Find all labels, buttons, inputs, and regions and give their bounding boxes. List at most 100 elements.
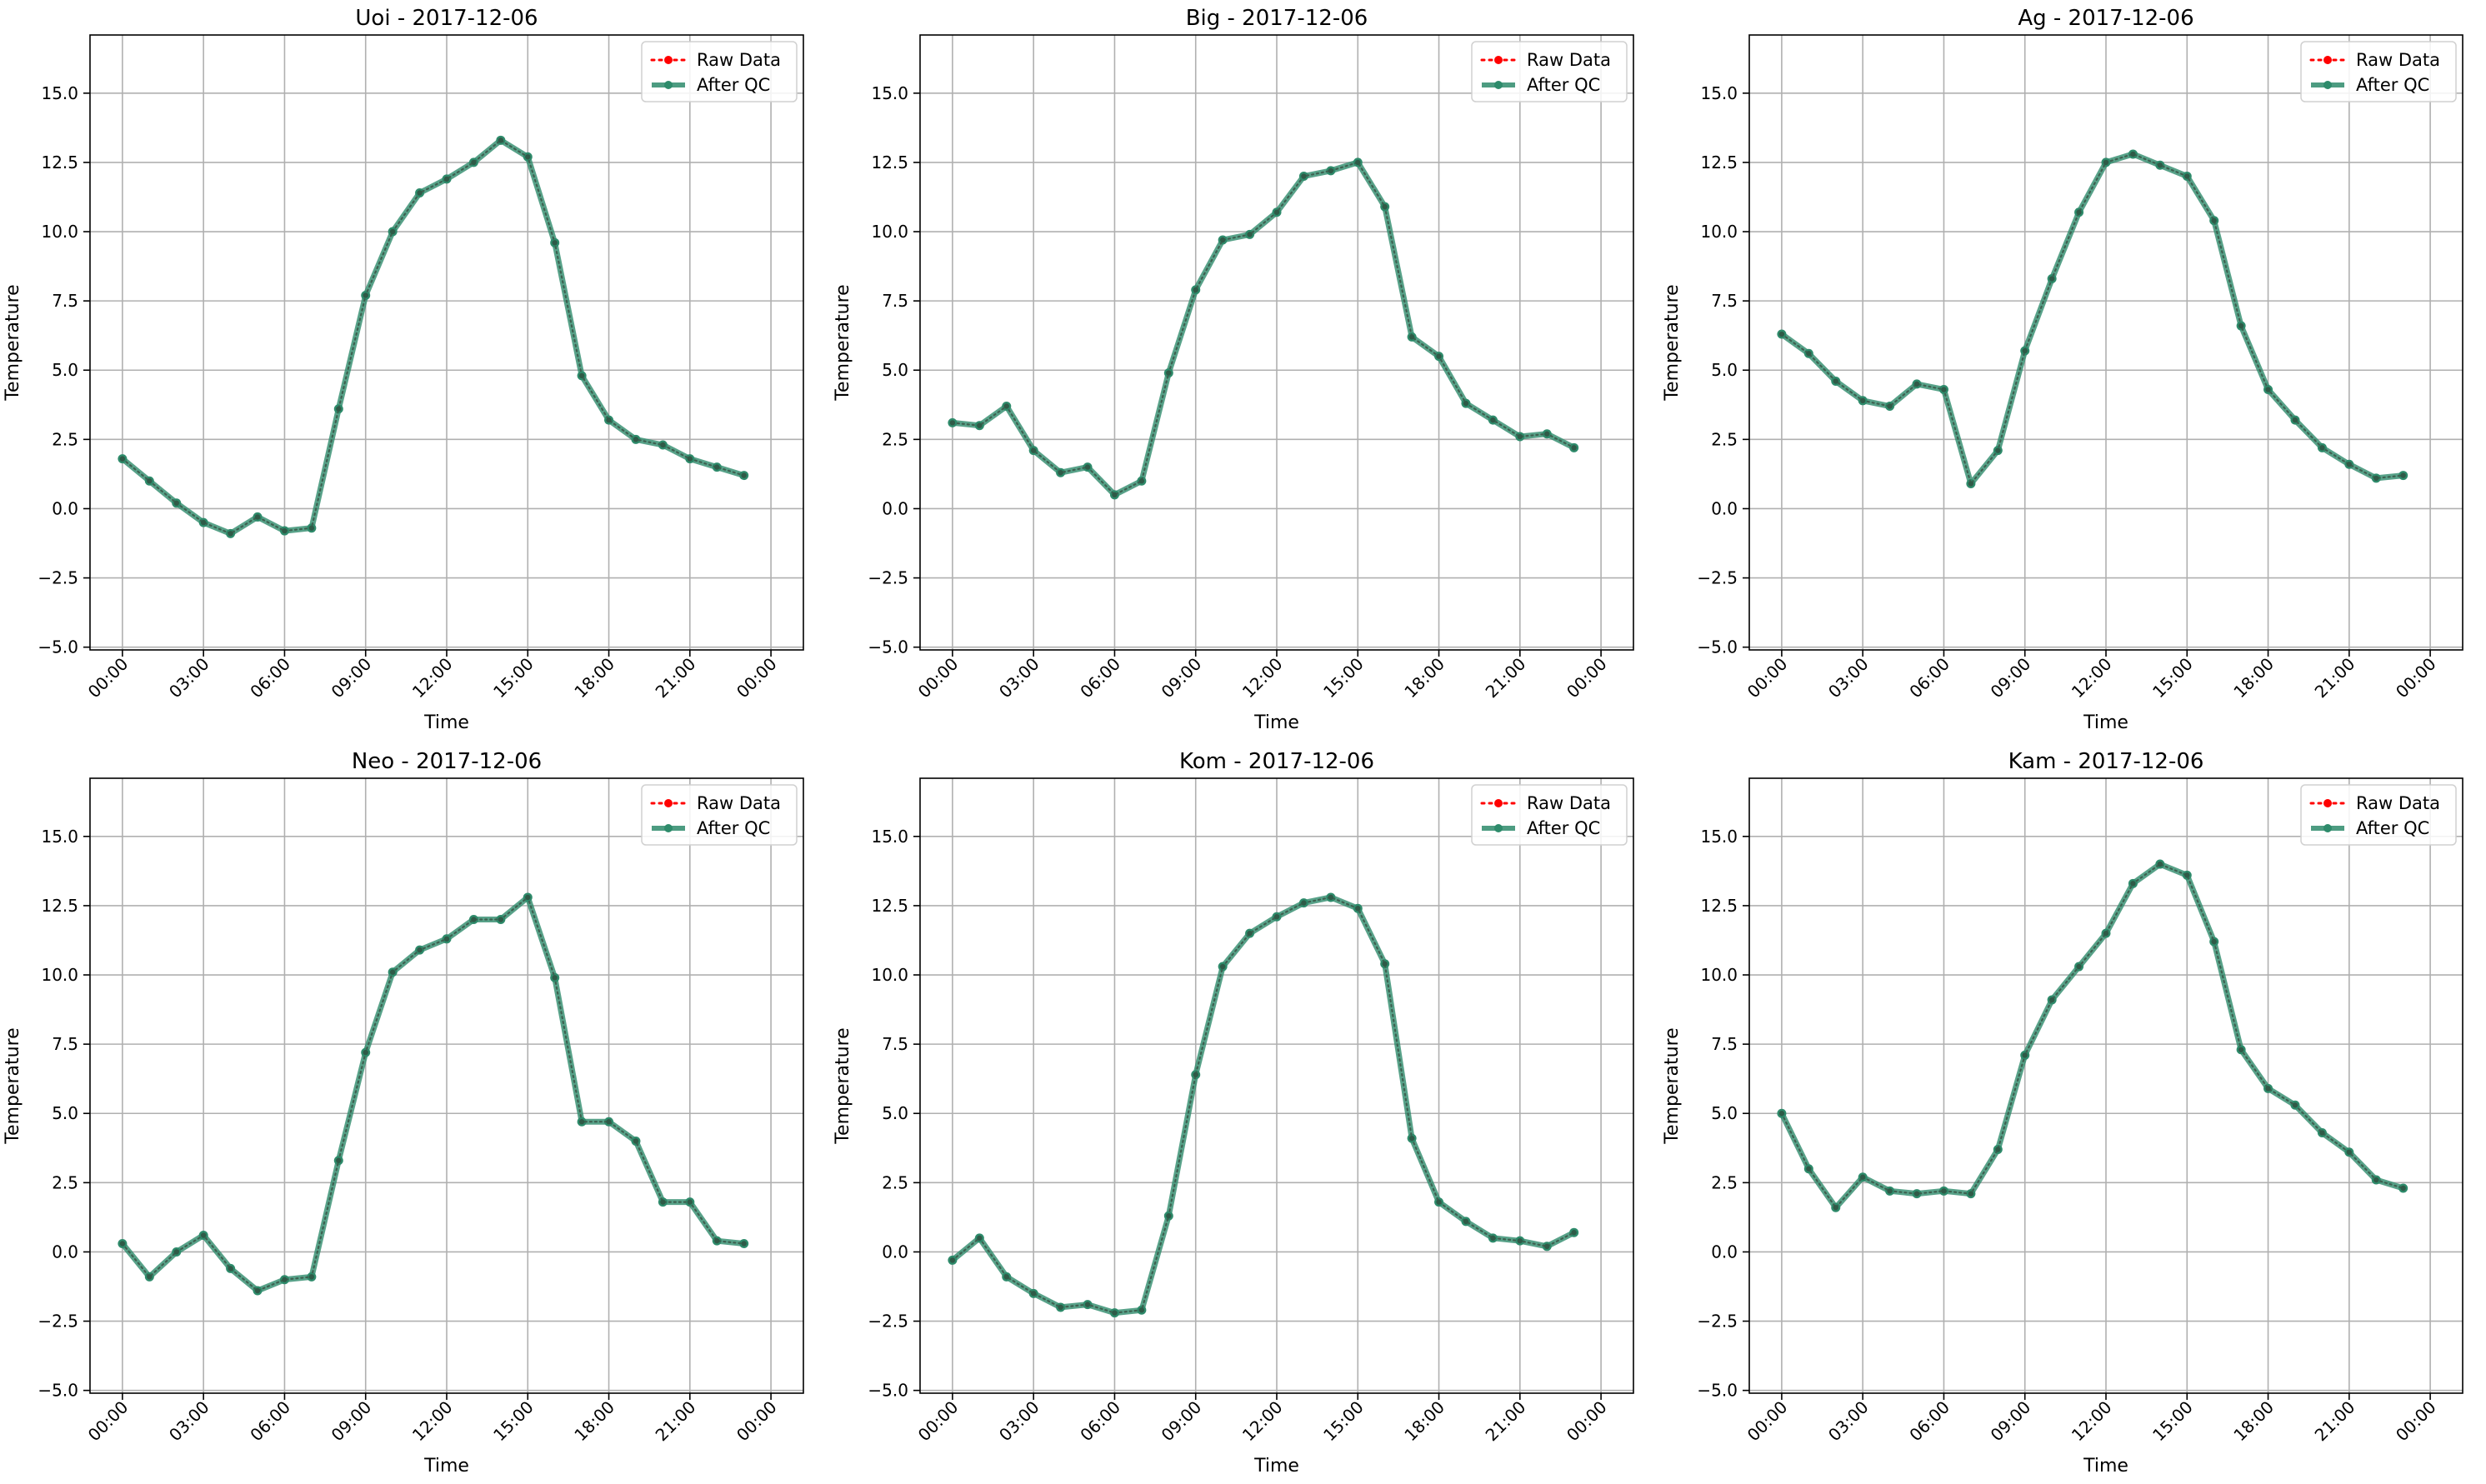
raw-data-point <box>443 936 450 942</box>
y-tick-label: 12.5 <box>1700 896 1738 916</box>
y-tick-label: −2.5 <box>868 1312 908 1332</box>
raw-data-point <box>633 437 639 442</box>
raw-data-point <box>2103 930 2109 937</box>
y-tick-label: 5.0 <box>1711 1103 1738 1123</box>
y-tick-label: 5.0 <box>1711 360 1738 380</box>
axes-frame <box>919 777 1634 1394</box>
legend-qc-label: After QC <box>697 75 770 95</box>
raw-data-point <box>660 442 666 448</box>
raw-data-point <box>1138 1307 1145 1313</box>
raw-data-point <box>2184 872 2190 878</box>
raw-data-point <box>1887 1188 1893 1194</box>
axes-frame <box>1748 777 2463 1394</box>
y-tick-label: 7.5 <box>52 291 78 311</box>
raw-data-point <box>552 240 558 246</box>
raw-data-point <box>1859 397 1866 404</box>
raw-data-point <box>687 456 693 462</box>
series-after-qc-line <box>1778 151 2407 487</box>
y-tick-label: −5.0 <box>868 1381 908 1401</box>
legend-qc-marker <box>664 81 673 89</box>
raw-data-point <box>1301 173 1307 179</box>
subplot-title: Neo - 2017-12-06 <box>352 749 542 774</box>
y-tick-label: −5.0 <box>38 637 78 657</box>
raw-data-point <box>1490 1235 1496 1242</box>
legend-qc-marker <box>2323 824 2332 832</box>
raw-data-point <box>254 1287 261 1294</box>
raw-data-point <box>606 417 612 423</box>
raw-data-point <box>1941 1188 1947 1194</box>
raw-data-point <box>254 514 261 520</box>
x-tick-label: 12:00 <box>1238 654 1287 702</box>
legend-raw-label: Raw Data <box>697 50 781 70</box>
x-tick-label: 06:00 <box>1076 1397 1124 1446</box>
legend: Raw Data After QC <box>641 41 798 102</box>
y-tick-label: 0.0 <box>52 1242 78 1262</box>
raw-data-point <box>1030 447 1037 453</box>
legend-qc-marker <box>1494 81 1503 89</box>
subplot-4: −5.0 −2.5 0.0 2.5 5.0 7.5 10.0 12.5 15.0 00:00 03:… <box>3 749 804 1477</box>
x-tick-label: 18:00 <box>570 1397 618 1446</box>
x-axis-label: Time <box>423 1456 469 1477</box>
raw-data-point <box>1273 914 1280 920</box>
y-tick-label: −2.5 <box>1697 1312 1738 1332</box>
y-tick-label: −5.0 <box>1697 1381 1738 1401</box>
x-tick-label: 12:00 <box>408 1397 457 1446</box>
subplot-2: −5.0 −2.5 0.0 2.5 5.0 7.5 10.0 12.5 15.0 00:00 03:… <box>833 6 1634 733</box>
raw-data-point <box>200 519 207 526</box>
x-tick-label: 09:00 <box>328 654 376 702</box>
raw-data-point <box>633 1138 639 1144</box>
axes-frame <box>919 34 1634 651</box>
raw-data-point <box>1112 492 1118 498</box>
y-tick-label: 5.0 <box>882 1103 908 1123</box>
x-tick-label: 03:00 <box>165 1397 213 1446</box>
y-tick-label: −2.5 <box>38 1312 78 1332</box>
grid <box>920 35 1633 650</box>
y-tick-label: 7.5 <box>882 291 908 311</box>
y-tick-label: 15.0 <box>871 83 908 103</box>
x-tick-label: 18:00 <box>1400 654 1448 702</box>
raw-data-point <box>2238 322 2244 329</box>
raw-data-point <box>1408 334 1415 340</box>
raw-data-point <box>1355 159 1361 166</box>
y-axis-label: Temperature <box>833 1027 853 1144</box>
raw-data-point <box>2048 997 2055 1003</box>
x-tick-label: 18:00 <box>570 654 618 702</box>
raw-data-point <box>1382 203 1388 210</box>
raw-data-point <box>282 1277 288 1282</box>
y-tick-label: 7.5 <box>1711 1034 1738 1054</box>
legend: Raw Data After QC <box>1471 784 1628 846</box>
raw-data-point <box>2319 1130 2325 1136</box>
raw-data-point <box>119 1241 126 1247</box>
y-tick-label: 12.5 <box>1700 152 1738 172</box>
legend: Raw Data After QC <box>2300 784 2457 846</box>
raw-data-point <box>1571 445 1577 451</box>
series-after-qc-line <box>949 894 1578 1317</box>
x-tick-label: 15:00 <box>489 1397 538 1446</box>
raw-data-point <box>2346 1149 2353 1155</box>
raw-data-point <box>2346 462 2353 467</box>
raw-data-point <box>1913 1191 1920 1197</box>
raw-data-point <box>1806 1166 1812 1172</box>
raw-data-point <box>578 1119 585 1125</box>
x-tick-label: 00:00 <box>84 654 133 702</box>
raw-data-point <box>336 1157 342 1163</box>
legend-qc-marker <box>1494 824 1503 832</box>
raw-data-point <box>1887 403 1893 409</box>
raw-data-point <box>2022 1052 2028 1058</box>
series-raw-data-line <box>121 896 745 1292</box>
raw-data-point <box>1995 1147 2001 1152</box>
raw-data-point <box>1273 209 1280 215</box>
y-tick-label: 0.0 <box>1711 498 1738 518</box>
raw-data-point <box>578 372 585 379</box>
raw-data-point <box>147 1274 153 1280</box>
raw-data-point <box>2130 151 2136 157</box>
x-tick-label: 03:00 <box>995 654 1043 702</box>
x-tick-label: 03:00 <box>1824 654 1873 702</box>
subplot-title: Uoi - 2017-12-06 <box>355 6 538 31</box>
raw-data-point <box>498 917 504 922</box>
x-tick-label: 00:00 <box>2392 654 2440 702</box>
raw-data-point <box>1436 1199 1442 1205</box>
y-tick-label: −5.0 <box>1697 637 1738 657</box>
y-tick-label: −2.5 <box>868 568 908 588</box>
x-tick-label: 15:00 <box>1319 1397 1368 1446</box>
